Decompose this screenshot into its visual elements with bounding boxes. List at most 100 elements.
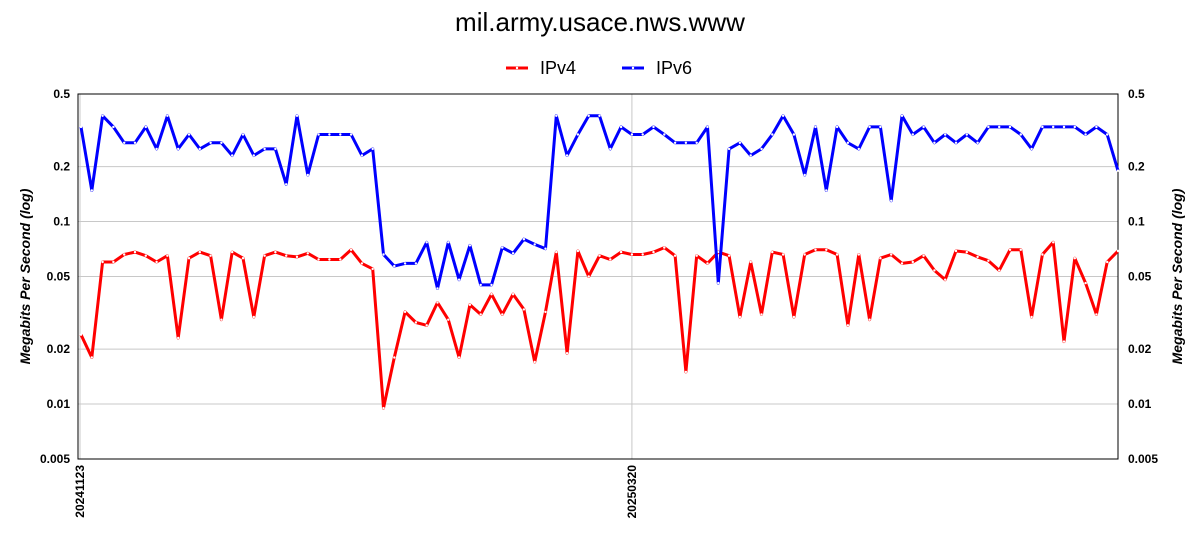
x-tick-label: 20241123	[73, 465, 87, 518]
data-point	[803, 173, 806, 177]
data-point	[868, 318, 871, 321]
data-point	[187, 257, 191, 260]
y-tick-label-right: 0.1	[1128, 215, 1145, 229]
data-point	[1052, 125, 1055, 129]
data-point	[609, 258, 612, 261]
data-point	[954, 141, 958, 144]
data-point	[825, 189, 828, 192]
data-point	[576, 133, 580, 136]
data-point	[414, 321, 418, 324]
data-point	[522, 238, 526, 241]
data-point	[544, 247, 547, 250]
data-point	[101, 114, 104, 118]
data-point	[695, 141, 698, 144]
legend-marker	[631, 66, 635, 70]
series-line	[79, 114, 1120, 290]
data-point	[209, 254, 212, 257]
data-point	[1106, 133, 1109, 136]
data-point	[123, 253, 126, 256]
data-point	[652, 125, 655, 129]
data-point	[425, 324, 428, 327]
data-point	[684, 370, 688, 374]
data-point	[339, 133, 342, 136]
x-axis: 20241123 20250320	[73, 465, 639, 519]
data-point	[879, 257, 882, 260]
y-tick-label-left: 0.2	[53, 160, 70, 174]
data-point	[717, 281, 720, 285]
data-point	[403, 262, 407, 265]
y-axis-label-left: Megabits Per Second (log)	[17, 188, 33, 364]
data-point	[630, 253, 634, 256]
data-point	[274, 147, 277, 151]
chart-title: mil.army.usace.nws.www	[455, 7, 745, 37]
data-point	[177, 147, 180, 151]
data-point	[468, 303, 472, 306]
data-point	[177, 336, 180, 340]
data-point	[349, 133, 353, 136]
data-point	[382, 406, 385, 410]
data-point	[133, 250, 137, 254]
data-point	[112, 125, 115, 129]
data-point	[533, 243, 536, 246]
data-point	[846, 141, 850, 144]
data-point	[241, 257, 245, 260]
data-point	[954, 249, 958, 253]
data-point	[846, 324, 850, 327]
data-point	[587, 114, 590, 118]
data-point	[673, 254, 677, 257]
y-tick-label-right: 0.05	[1128, 270, 1152, 284]
data-point	[1073, 125, 1077, 129]
data-point	[630, 133, 634, 136]
data-point	[490, 293, 493, 296]
data-point	[771, 250, 774, 254]
data-point	[144, 254, 147, 257]
data-point	[587, 275, 590, 278]
data-point	[565, 352, 569, 355]
data-point	[328, 258, 331, 261]
data-point	[922, 254, 925, 257]
data-point	[1062, 125, 1066, 129]
y-tick-label-left: 0.05	[47, 270, 71, 284]
data-point	[403, 310, 407, 314]
data-point	[468, 244, 472, 247]
data-point	[198, 147, 201, 151]
data-point	[825, 248, 828, 251]
data-point	[101, 260, 104, 264]
data-point	[144, 125, 147, 129]
data-point	[166, 254, 169, 257]
data-point	[1095, 125, 1098, 129]
data-point	[1095, 313, 1098, 316]
data-point	[371, 147, 374, 151]
data-point	[987, 259, 990, 262]
data-point	[349, 248, 353, 251]
legend: IPv4 IPv6	[506, 58, 692, 78]
data-point	[457, 278, 461, 281]
data-point	[285, 254, 288, 257]
data-point	[79, 333, 83, 336]
data-point	[933, 141, 936, 144]
y-tick-label-right: 0.01	[1128, 397, 1152, 411]
data-point	[295, 255, 299, 259]
data-point	[544, 310, 547, 314]
data-point	[933, 269, 936, 272]
data-point	[835, 253, 839, 256]
data-point	[306, 173, 309, 177]
data-point	[436, 301, 439, 304]
data-point	[619, 125, 623, 129]
data-point	[922, 125, 925, 129]
data-point	[1030, 147, 1033, 151]
data-point	[641, 133, 644, 136]
data-point	[565, 154, 569, 157]
legend-marker	[515, 66, 519, 70]
y-tick-label-right: 0.5	[1128, 87, 1145, 101]
data-point	[1041, 125, 1044, 129]
data-point	[533, 360, 536, 364]
data-point	[90, 356, 94, 359]
data-point	[619, 250, 623, 254]
data-point	[1062, 340, 1066, 343]
data-point	[781, 114, 785, 118]
data-point	[641, 253, 644, 256]
data-point	[241, 133, 245, 136]
data-point	[555, 250, 558, 254]
data-point	[231, 154, 234, 157]
